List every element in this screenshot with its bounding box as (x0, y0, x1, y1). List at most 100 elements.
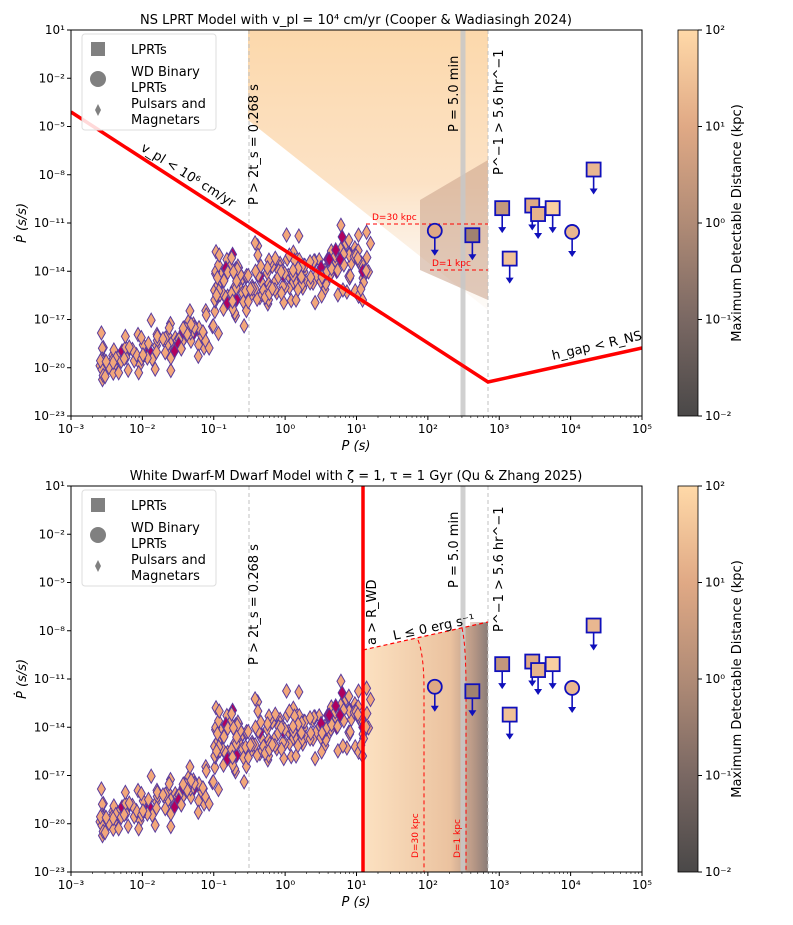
pulsar-point (134, 364, 144, 381)
pulsar-point (176, 796, 186, 813)
pulsar-point (95, 808, 106, 825)
pulsar-point (143, 335, 154, 352)
pulsar-point (178, 776, 188, 793)
p-inv-label-2: P^−1 > 5.6 hr^−1 (492, 507, 507, 633)
p-spin-label-2: P > 2t_s = 0.268 s (247, 544, 262, 665)
legend-circle-icon (90, 71, 106, 87)
legend-wd-1: WD Binary (131, 65, 200, 80)
lprt-point (464, 683, 481, 700)
y-tick-label: 10⁻² (39, 527, 66, 541)
pulsar-point (100, 368, 110, 385)
pulsar-point (243, 293, 253, 310)
y-tick-label: 10⁻²³ (34, 865, 65, 879)
legend-circle-icon (90, 527, 106, 543)
lprt-point (530, 206, 546, 222)
pulsar-point (243, 267, 253, 284)
pulsar-point (296, 268, 306, 285)
pulsar-point (353, 706, 363, 723)
pulsar-point (166, 818, 176, 835)
x-tick-label: 10⁴ (561, 878, 581, 892)
death-line-1 (71, 110, 642, 384)
y-tick-label: 10⁻⁸ (39, 624, 66, 638)
pulsar-point (143, 791, 154, 808)
y-tick-label: 10⁻⁸ (39, 168, 66, 182)
x-tick-label: 10⁻³ (58, 878, 85, 892)
pulsar-point (96, 325, 106, 342)
legend-wd-2: LPRTs (131, 537, 167, 552)
legend-psr-2: Magnetars (131, 569, 200, 584)
lprt-point (501, 706, 518, 723)
arrow-head-icon (468, 710, 477, 717)
arrow-head-icon (430, 705, 439, 712)
pulsar-point (317, 287, 327, 304)
legend-lprts: LPRTs (131, 499, 167, 514)
pulsar-point (211, 743, 222, 760)
pulsar-point (176, 340, 186, 357)
x-tick-label: 10³ (489, 422, 509, 436)
pulsar-point (345, 267, 355, 284)
pulsar-point (232, 729, 242, 746)
pulsar-point (214, 703, 224, 720)
legend-diamond-icon (95, 104, 101, 116)
pulsar-point (158, 331, 168, 348)
pulsar-point (293, 281, 303, 298)
pulsar-point (305, 709, 315, 726)
visibility-region-2 (363, 622, 488, 872)
panel-top: NS LPRT Model with v_pl = 10⁴ cm/yr (Coo… (14, 13, 745, 454)
pulsar-point (213, 781, 224, 798)
x-tick-label: 10⁴ (561, 422, 581, 436)
pulsar-point (151, 343, 162, 361)
y-tick-label: 10⁻² (39, 71, 66, 85)
pulsar-point (250, 263, 261, 280)
pulsar-point (178, 320, 188, 337)
wd-binary-point (564, 224, 581, 240)
colorbar-tick-label: 10¹ (705, 120, 725, 134)
pulsar-point (136, 785, 146, 802)
pulsar-point (250, 234, 260, 251)
pulsar-point (256, 258, 266, 275)
pulsar-point (204, 795, 214, 812)
colorbar-tick-label: 10⁰ (705, 216, 725, 230)
pulsar-point (114, 364, 124, 381)
pulsar-point (267, 736, 277, 753)
pulsar-point (337, 684, 347, 701)
pulsar-point (201, 307, 211, 324)
pulsar-point (294, 683, 304, 701)
pulsar-point (310, 750, 320, 767)
pulsar-point (120, 328, 130, 345)
y-tick-label: 10⁻¹⁴ (34, 720, 65, 734)
lprt-markers-1 (426, 161, 602, 284)
rwd-annotation: a > R_WD (365, 579, 380, 645)
d30-label-1: D=30 kpc (372, 213, 417, 223)
chart-title-1: NS LPRT Model with v_pl = 10⁴ cm/yr (Coo… (140, 13, 572, 28)
legend-diamond-icon (95, 560, 101, 572)
pulsar-point (138, 346, 148, 363)
pulsar-point (294, 227, 304, 245)
colorbar-label-2: Maximum Detectable Distance (kpc) (730, 560, 745, 798)
y-tick-label: 10⁻¹⁴ (34, 264, 65, 278)
y-tick-label: 10⁻⁵ (39, 576, 66, 590)
distance-contours-2 (417, 627, 467, 872)
pulsar-point (101, 353, 111, 370)
p-5min-label-1: P = 5.0 min (447, 56, 462, 132)
pulsar-point (227, 749, 238, 766)
pulsar-point (119, 350, 129, 367)
wd-binary-point (426, 678, 443, 695)
pulsar-point (336, 673, 346, 690)
panel-bottom: White Dwarf-M Dwarf Model with ζ = 1, τ … (14, 469, 745, 910)
pulsar-point (227, 293, 238, 310)
pulsar-point (253, 247, 263, 264)
pulsar-point (338, 738, 348, 755)
wd-binary-point (426, 222, 443, 239)
y-tick-label: 10⁻²⁰ (34, 817, 65, 831)
pulsar-point (281, 226, 292, 243)
pulsar-point (324, 707, 334, 724)
pulsar-point (108, 810, 118, 827)
lprt-point (464, 227, 481, 244)
pulsar-point (317, 743, 327, 760)
pulsar-point (213, 325, 224, 342)
pulsar-point (276, 263, 286, 280)
pulsar-point (95, 352, 106, 369)
x-tick-label: 10⁻² (129, 422, 156, 436)
p-inv-label-1: P^−1 > 5.6 hr^−1 (492, 50, 507, 176)
